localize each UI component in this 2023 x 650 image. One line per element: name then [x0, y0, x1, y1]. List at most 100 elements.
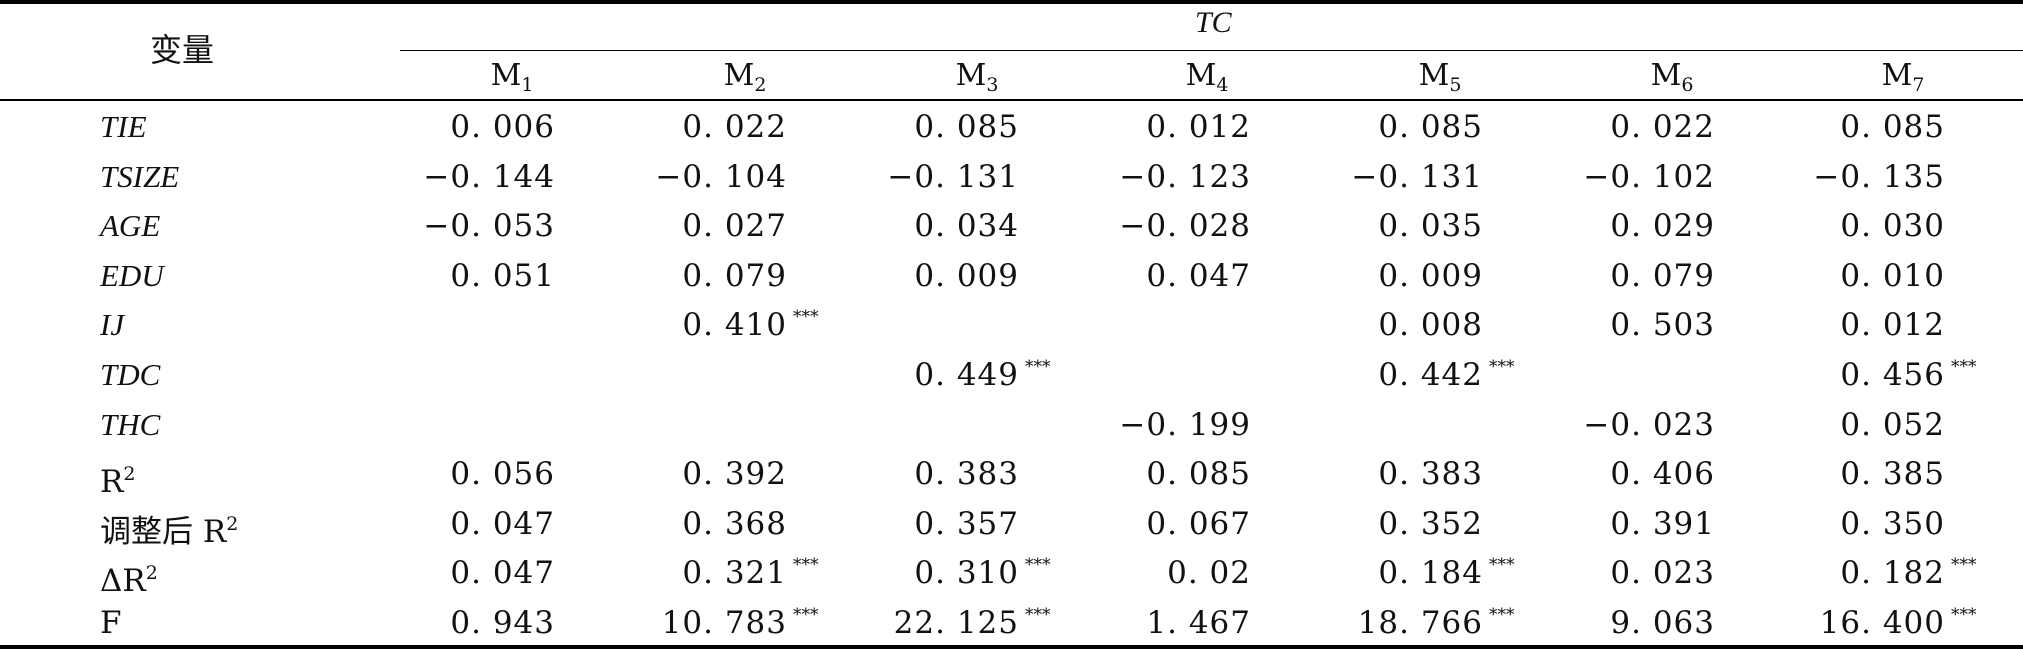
table-cell: 0. 079 — [1610, 258, 1715, 294]
table-cell: 0. 085 — [1146, 456, 1251, 492]
table-cell: −0. 102 — [1583, 159, 1715, 195]
table-cell: 0. 943 — [450, 605, 555, 641]
table-cell: 0. 350 — [1840, 506, 1945, 542]
model-header-sub: 6 — [1681, 74, 1694, 96]
significance-stars: *** — [1951, 605, 1977, 625]
table-cell: 0. 009 — [1378, 258, 1483, 294]
table-cell: 0. 079 — [682, 258, 787, 294]
row-label-text: F — [100, 605, 122, 641]
row-label: R2 — [100, 454, 135, 502]
top-rule — [0, 0, 2023, 4]
model-header-base: M — [1185, 58, 1217, 93]
table-cell: 0. 449 — [914, 357, 1019, 393]
table-cell: 0. 051 — [450, 258, 555, 294]
table-cell: 10. 783 — [661, 605, 787, 641]
table-cell: 0. 012 — [1146, 109, 1251, 145]
row-label: IJ — [100, 305, 124, 345]
table-cell: 0. 047 — [450, 555, 555, 591]
table-cell: 0. 182 — [1840, 555, 1945, 591]
row-label-text: ΔR — [100, 563, 146, 599]
table-cell: 0. 022 — [682, 109, 787, 145]
table-cell: 0. 391 — [1610, 506, 1715, 542]
model-header-sub: 4 — [1216, 74, 1229, 96]
table-cell: 0. 503 — [1610, 307, 1715, 343]
model-header-2: M2 — [705, 56, 785, 105]
model-header-sub: 5 — [1449, 74, 1462, 96]
model-header-base: M — [723, 58, 755, 93]
table-cell: −0. 144 — [423, 159, 555, 195]
row-label-superscript: 2 — [226, 513, 239, 535]
model-header-3: M3 — [937, 56, 1017, 105]
row-label-superscript: 2 — [145, 562, 158, 584]
table-cell: 1. 467 — [1146, 605, 1251, 641]
header-variable: 变量 — [150, 31, 215, 69]
table-cell: 9. 063 — [1610, 605, 1715, 641]
table-cell: 0. 442 — [1378, 357, 1483, 393]
model-header-sub: 1 — [521, 74, 534, 96]
significance-stars: *** — [1025, 555, 1051, 575]
table-cell: 0. 392 — [682, 456, 787, 492]
row-label-text: THC — [100, 407, 161, 442]
table-cell: 22. 125 — [893, 605, 1019, 641]
table-cell: 0. 410 — [682, 307, 787, 343]
table-cell: 0. 310 — [914, 555, 1019, 591]
significance-stars: *** — [793, 307, 819, 327]
table-cell: 0. 027 — [682, 208, 787, 244]
significance-stars: *** — [1025, 605, 1051, 625]
model-header-sub: 7 — [1912, 74, 1925, 96]
model-header-6: M6 — [1632, 56, 1712, 105]
table-cell: 0. 085 — [1840, 109, 1945, 145]
header-group-tc: TC — [1195, 6, 1232, 39]
row-label: EDU — [100, 256, 164, 296]
table-cell: 0. 030 — [1840, 208, 1945, 244]
table-cell: 0. 385 — [1840, 456, 1945, 492]
row-label: TIE — [100, 107, 147, 147]
table-cell: 0. 184 — [1378, 555, 1483, 591]
model-header-sub: 2 — [754, 74, 767, 96]
table-cell: 0. 085 — [1378, 109, 1483, 145]
table-cell: 0. 023 — [1610, 555, 1715, 591]
table-cell: 0. 383 — [914, 456, 1019, 492]
row-label-text: 调整后 R — [100, 514, 227, 550]
header-rule — [0, 99, 2023, 101]
row-label-text: TIE — [100, 109, 147, 144]
table-cell: 0. 035 — [1378, 208, 1483, 244]
table-cell: −0. 028 — [1119, 208, 1251, 244]
row-label-text: TDC — [100, 357, 161, 392]
significance-stars: *** — [1489, 357, 1515, 377]
table-cell: 0. 047 — [1146, 258, 1251, 294]
model-header-7: M7 — [1863, 56, 1943, 105]
group-underline — [400, 50, 2023, 51]
model-header-1: M1 — [472, 56, 552, 105]
model-header-4: M4 — [1167, 56, 1247, 105]
table-cell: 18. 766 — [1357, 605, 1483, 641]
model-header-base: M — [1881, 58, 1913, 93]
row-label: ΔR2 — [100, 553, 158, 601]
table-cell: 0. 029 — [1610, 208, 1715, 244]
table-cell: 0. 056 — [450, 456, 555, 492]
table-cell: 0. 052 — [1840, 407, 1945, 443]
table-cell: 0. 352 — [1378, 506, 1483, 542]
model-header-sub: 3 — [986, 74, 999, 96]
bottom-rule — [0, 645, 2023, 649]
significance-stars: *** — [1489, 555, 1515, 575]
table-cell: 0. 006 — [450, 109, 555, 145]
table-cell: 0. 406 — [1610, 456, 1715, 492]
row-label-text: IJ — [100, 307, 125, 342]
model-header-5: M5 — [1400, 56, 1480, 105]
table-cell: 0. 012 — [1840, 307, 1945, 343]
row-label: THC — [100, 405, 160, 445]
table-cell: −0. 131 — [1351, 159, 1483, 195]
table-cell: 0. 047 — [450, 506, 555, 542]
table-cell: 0. 008 — [1378, 307, 1483, 343]
table-cell: 0. 321 — [682, 555, 787, 591]
model-header-base: M — [490, 58, 522, 93]
row-label-superscript: 2 — [123, 463, 136, 485]
row-label: AGE — [100, 206, 160, 246]
significance-stars: *** — [1951, 357, 1977, 377]
table-cell: 0. 009 — [914, 258, 1019, 294]
significance-stars: *** — [1489, 605, 1515, 625]
row-label: TSIZE — [100, 157, 179, 197]
table-cell: 0. 067 — [1146, 506, 1251, 542]
table-cell: 0. 022 — [1610, 109, 1715, 145]
